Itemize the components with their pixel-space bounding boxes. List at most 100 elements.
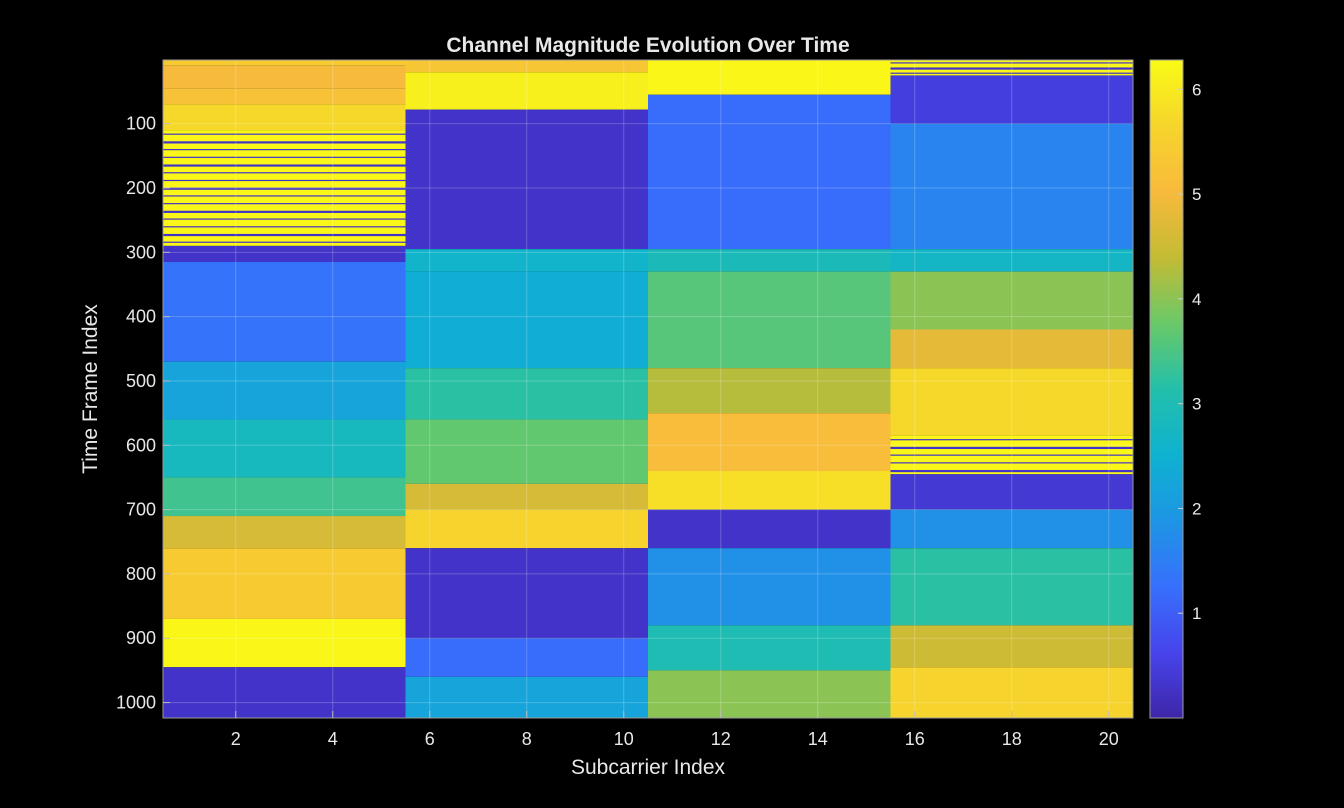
heatmap-stripe [163,233,406,237]
heatmap-cell [648,670,891,718]
heatmap-stripe [890,446,1133,450]
heatmap-cell [405,249,648,272]
heatmap-cell [405,419,648,484]
plot-frame [162,59,1134,719]
heatmap-cell [163,548,406,619]
heatmap-cell [648,60,891,95]
heatmap-stripe [163,149,406,151]
grid-lines [163,60,1133,718]
x-tick-label: 20 [1099,729,1119,749]
y-tick-label: 500 [126,371,156,391]
x-tick-label: 14 [808,729,828,749]
heatmap-stripe [163,218,406,220]
heatmap-stripe [890,67,1133,70]
heatmap-stripe [163,172,406,174]
heatmap-cell [890,667,1133,718]
heatmap-cell [648,94,891,250]
y-tick-label: 300 [126,242,156,262]
heatmap-cell [648,548,891,626]
heatmap-cell [405,638,648,677]
heatmap-cell [163,667,406,718]
heatmap-cell [648,368,891,414]
y-tick-label: 100 [126,114,156,134]
heatmap-stripe [163,141,406,144]
heatmap-cell [405,109,648,250]
heatmap-cell [163,516,406,549]
heatmap-stripe [890,454,1133,456]
x-tick-label: 16 [905,729,925,749]
heatmap-cell [890,548,1133,626]
heatmap-stripe [890,469,1133,473]
heatmap-cell [163,419,406,478]
colorbar-tick-label: 4 [1192,290,1201,309]
y-tick-label: 800 [126,564,156,584]
heatmap-cell [648,509,891,549]
x-axis-ticks: 2 4 6 8 10 12 14 16 18 20 [231,711,1119,749]
x-tick-label: 4 [328,729,338,749]
heatmap-cell [890,625,1133,668]
y-axis-ticks: 100 200 300 400 500 600 700 800 900 1000 [116,114,170,713]
colorbar-tick-label: 6 [1192,80,1201,99]
heatmap-cell [890,368,1133,436]
heatmap-cell [890,249,1133,272]
heatmap-cell [648,625,891,671]
colorbar-tick-label: 5 [1192,185,1201,204]
colorbar [1149,59,1184,719]
x-tick-label: 8 [522,729,532,749]
colorbar-ticks: 1 2 3 4 5 6 [1178,80,1201,623]
heatmap-cell [163,261,406,362]
heatmap-stripe [163,241,406,243]
heatmap-stripe [163,187,406,190]
heatmap-cell [648,249,891,272]
heatmap-stripe [890,62,1133,64]
heatmap-stripe [890,439,1133,441]
heatmap-stripe [890,462,1133,464]
y-tick-label: 400 [126,307,156,327]
heatmap-cell [163,361,406,420]
chart-title: Channel Magnitude Evolution Over Time [446,34,849,57]
heatmap-cell [890,329,1133,369]
heatmap-cells [163,60,1133,718]
heatmap-cell [163,245,406,262]
heatmap-cell [405,72,648,110]
x-tick-label: 6 [425,729,435,749]
heatmap-stripe [163,133,406,135]
heatmap-stripe [163,226,406,228]
x-axis-label: Subcarrier Index [571,756,726,779]
y-tick-label: 700 [126,500,156,520]
heatmap-cell [163,104,406,131]
heatmap-cell [890,474,1133,510]
heatmap-cell [163,477,406,517]
heatmap-cell [163,618,406,668]
heatmap-cell [163,65,406,89]
heatmap-stripe [163,195,406,197]
x-tick-label: 18 [1002,729,1022,749]
heatmap-cell [648,471,891,510]
y-tick-label: 600 [126,435,156,455]
heatmap-cell [890,123,1133,250]
heatmap-cell [890,509,1133,549]
y-tick-label: 900 [126,628,156,648]
heatmap-cell [163,60,406,66]
x-tick-label: 12 [711,729,731,749]
y-tick-label: 1000 [116,693,156,713]
heatmap-cell [648,413,891,472]
heatmap-stripe [890,72,1133,74]
y-tick-label: 200 [126,178,156,198]
heatmap-cell [648,271,891,369]
heatmap-cell [405,271,648,369]
heatmap-cell [163,88,406,105]
heatmap-cell [890,75,1133,124]
heatmap-cell [405,368,648,420]
heatmap-stripe [163,210,406,213]
heatmap-stripe [163,203,406,205]
heatmap-cell [405,509,648,549]
colorbar-tick-label: 3 [1192,395,1201,414]
heatmap-cell [405,60,648,73]
colorbar-tick-label: 2 [1192,499,1201,518]
x-tick-label: 2 [231,729,241,749]
heatmap-stripe [163,164,406,167]
heatmap-cell [405,483,648,510]
heatmap-stripe [163,179,406,182]
